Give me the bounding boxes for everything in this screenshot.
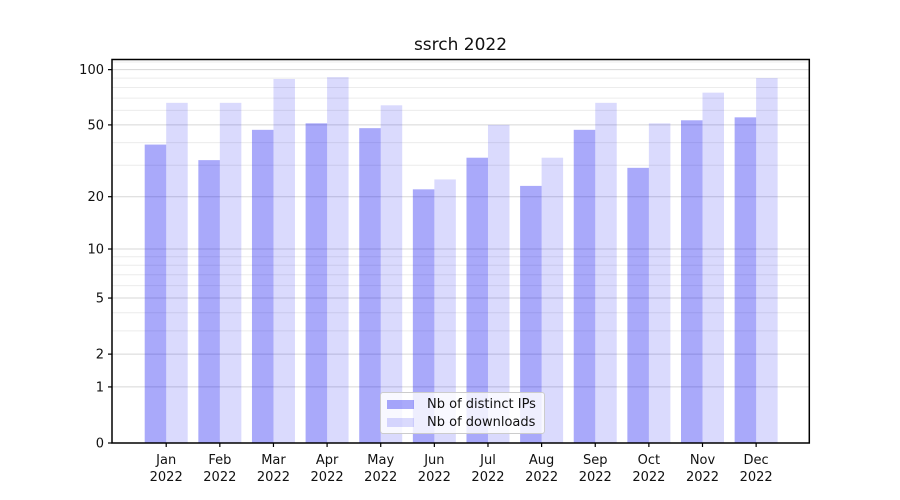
x-tick-label-year: 2022 <box>364 470 397 485</box>
x-tick-label-month: Apr <box>316 453 339 468</box>
bar-nb-of-distinct-ips-jun <box>412 189 435 443</box>
x-tick-label-month: Oct <box>638 453 660 468</box>
bar-nb-of-distinct-ips-oct <box>627 167 649 443</box>
x-tick-label-year: 2022 <box>740 470 773 485</box>
x-tick-label-month: May <box>367 453 394 468</box>
bar-nb-of-downloads-oct <box>648 123 671 443</box>
x-tick-label-year: 2022 <box>686 470 719 485</box>
y-tick-label: 50 <box>87 118 104 133</box>
legend-swatch-downloads <box>387 417 414 427</box>
x-tick-label-year: 2022 <box>311 470 344 485</box>
y-tick-label: 100 <box>79 63 104 78</box>
bar-nb-of-distinct-ips-mar <box>251 129 274 444</box>
x-tick-label-year: 2022 <box>418 470 451 485</box>
legend-label-downloads: Nb of downloads <box>427 414 536 430</box>
bar-nb-of-distinct-ips-jul <box>466 157 488 443</box>
x-tick-label-month: Mar <box>261 453 286 468</box>
legend: Nb of distinct IPs Nb of downloads <box>380 392 545 434</box>
bar-nb-of-downloads-sep <box>595 102 617 444</box>
x-tick-label-month: Dec <box>744 453 769 468</box>
x-tick-label-year: 2022 <box>579 470 612 485</box>
bar-nb-of-downloads-mar <box>273 78 295 444</box>
bar-nb-of-distinct-ips-aug <box>520 185 542 443</box>
legend-item-distinct-ips: Nb of distinct IPs <box>387 395 538 413</box>
legend-label-distinct-ips: Nb of distinct IPs <box>427 396 536 412</box>
x-tick-label-month: Sep <box>583 453 608 468</box>
bar-nb-of-downloads-jan <box>166 102 188 444</box>
x-tick-label-month: Jun <box>423 453 444 468</box>
x-tick-label-month: Jan <box>155 453 176 468</box>
bar-nb-of-downloads-jul <box>487 124 510 443</box>
x-tick-label-month: Nov <box>690 453 716 468</box>
x-tick-label-year: 2022 <box>203 470 236 485</box>
y-tick-label: 5 <box>96 292 104 307</box>
bar-nb-of-downloads-jun <box>434 179 456 443</box>
x-tick-label-month: Aug <box>529 453 554 468</box>
y-tick-label: 10 <box>87 243 104 258</box>
bar-nb-of-distinct-ips-nov <box>681 120 703 443</box>
y-tick-label: 1 <box>96 380 104 395</box>
plot-frame <box>111 58 811 444</box>
x-tick-label-month: Feb <box>208 453 231 468</box>
bar-nb-of-downloads-feb <box>219 102 242 444</box>
bar-nb-of-downloads-nov <box>702 92 724 443</box>
bar-nb-of-downloads-dec <box>756 78 778 443</box>
chart-title: ssrch 2022 <box>413 35 508 55</box>
bar-nb-of-distinct-ips-jan <box>144 144 167 444</box>
y-tick-label: 20 <box>87 190 104 205</box>
x-tick-label-month: Jul <box>479 453 496 468</box>
x-tick-label-year: 2022 <box>632 470 665 485</box>
bar-nb-of-downloads-may <box>380 105 403 444</box>
legend-item-downloads: Nb of downloads <box>387 413 538 431</box>
x-tick-label-year: 2022 <box>525 470 558 485</box>
bar-nb-of-downloads-apr <box>327 77 349 443</box>
bar-nb-of-distinct-ips-may <box>359 128 381 443</box>
x-tick-label-year: 2022 <box>150 470 183 485</box>
y-tick-label: 0 <box>96 437 104 452</box>
legend-swatch-distinct-ips <box>387 399 414 409</box>
x-tick-label-year: 2022 <box>257 470 290 485</box>
bar-nb-of-distinct-ips-apr <box>305 123 328 443</box>
bar-nb-of-downloads-aug <box>541 157 564 443</box>
bar-nb-of-distinct-ips-dec <box>734 117 757 443</box>
bar-nb-of-distinct-ips-sep <box>573 129 596 444</box>
y-tick-label: 2 <box>96 348 104 363</box>
bar-nb-of-distinct-ips-feb <box>198 160 220 443</box>
x-tick-label-year: 2022 <box>471 470 504 485</box>
